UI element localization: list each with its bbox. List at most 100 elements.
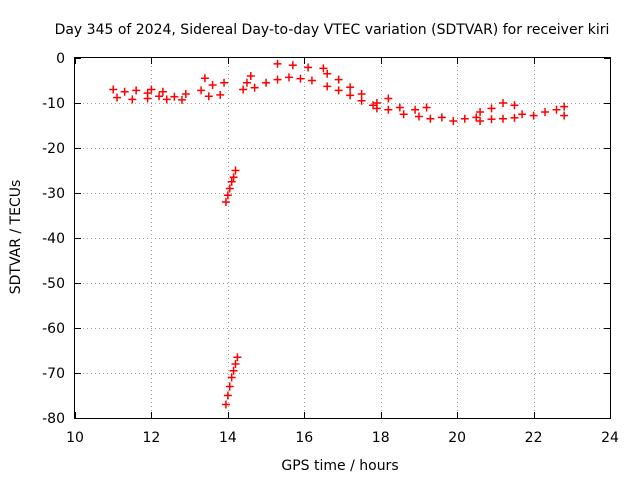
data-point <box>285 73 293 82</box>
data-point <box>529 111 538 120</box>
data-point <box>221 400 230 409</box>
data-point <box>208 81 217 89</box>
data-point <box>560 102 569 111</box>
data-point <box>170 92 179 101</box>
data-point <box>242 78 251 87</box>
y-tick-label: -40 <box>42 231 65 247</box>
data-point <box>109 85 118 94</box>
data-point <box>323 82 332 91</box>
data-point <box>499 114 507 123</box>
data-point <box>487 104 496 113</box>
data-point <box>223 391 232 400</box>
data-point <box>296 74 305 83</box>
x-tick-label: 18 <box>372 430 390 446</box>
data-point <box>510 113 519 122</box>
data-point <box>541 108 550 116</box>
x-tick-label: 12 <box>143 430 161 446</box>
data-point <box>476 108 485 116</box>
x-tick-label: 14 <box>219 430 237 446</box>
data-point <box>227 373 236 382</box>
data-point <box>414 112 423 121</box>
data-point <box>273 75 282 84</box>
data-point <box>113 93 122 102</box>
data-point <box>518 110 527 119</box>
data-point <box>178 95 186 104</box>
data-point <box>319 64 328 73</box>
data-point <box>399 110 408 119</box>
data-point <box>346 83 355 92</box>
data-point <box>233 353 242 362</box>
data-point <box>225 382 234 391</box>
data-point <box>229 366 238 375</box>
data-point <box>426 114 435 123</box>
data-point <box>204 92 213 101</box>
data-point <box>132 86 141 95</box>
data-point <box>221 198 230 206</box>
data-point <box>231 360 240 368</box>
data-point <box>334 86 343 95</box>
y-tick-label: -50 <box>42 276 65 292</box>
data-point <box>411 105 420 114</box>
x-axis-tick-labels: 10 12 14 16 18 20 22 24 <box>66 430 619 446</box>
grid <box>75 58 610 418</box>
data-point <box>499 99 507 107</box>
x-tick-label: 16 <box>295 430 313 446</box>
y-tick-label: -70 <box>42 366 65 382</box>
data-point <box>460 114 469 123</box>
data-point <box>288 61 297 70</box>
data-point <box>273 59 282 68</box>
data-point <box>262 78 271 87</box>
y-tick-label: -60 <box>42 321 65 337</box>
data-point <box>472 113 481 122</box>
data-point <box>476 117 485 125</box>
data-point <box>552 105 561 114</box>
data-point <box>155 92 164 101</box>
y-tick-label: -10 <box>42 96 65 112</box>
y-tick-label: -30 <box>42 186 65 202</box>
data-point <box>220 78 229 87</box>
data-point <box>384 94 393 103</box>
x-tick-label: 22 <box>525 430 543 446</box>
plot-frame <box>74 57 611 419</box>
data-point <box>200 74 209 83</box>
data-point <box>334 75 343 84</box>
data-point <box>449 117 458 125</box>
data-point <box>246 72 255 80</box>
data-point <box>216 90 225 99</box>
data-point <box>346 91 355 100</box>
data-point <box>384 105 393 114</box>
data-point <box>323 69 332 78</box>
data-point <box>158 87 167 96</box>
chart-title: Day 345 of 2024, Sidereal Day-to-day VTE… <box>55 22 610 38</box>
data-point <box>128 95 137 104</box>
data-point <box>229 173 238 182</box>
y-tick-label: 0 <box>56 51 65 67</box>
data-point <box>437 113 446 122</box>
data-point <box>181 90 190 98</box>
data-point <box>223 191 232 200</box>
data-point <box>357 90 366 98</box>
data-point <box>239 85 248 94</box>
x-tick-label: 10 <box>66 430 84 446</box>
data-point <box>422 103 431 112</box>
y-tick-label: -20 <box>42 141 65 157</box>
data-point <box>162 95 171 104</box>
data-point <box>143 94 152 103</box>
data-point <box>372 104 381 113</box>
x-tick-label: 24 <box>601 430 619 446</box>
data-point <box>227 177 236 186</box>
data-point <box>560 111 569 120</box>
data-point <box>197 86 206 95</box>
data-point <box>120 87 129 96</box>
x-tick-label: 20 <box>448 430 466 446</box>
data-points <box>109 59 569 409</box>
y-tick-label: -80 <box>42 411 65 427</box>
data-point <box>510 101 519 110</box>
data-point <box>231 166 240 175</box>
x-axis-title: GPS time / hours <box>281 458 398 474</box>
data-point <box>307 76 316 85</box>
y-axis-tick-labels: 0 -10 -20 -30 -40 -50 -60 -70 -80 <box>42 51 65 427</box>
data-point <box>304 63 313 72</box>
data-point <box>147 85 156 94</box>
